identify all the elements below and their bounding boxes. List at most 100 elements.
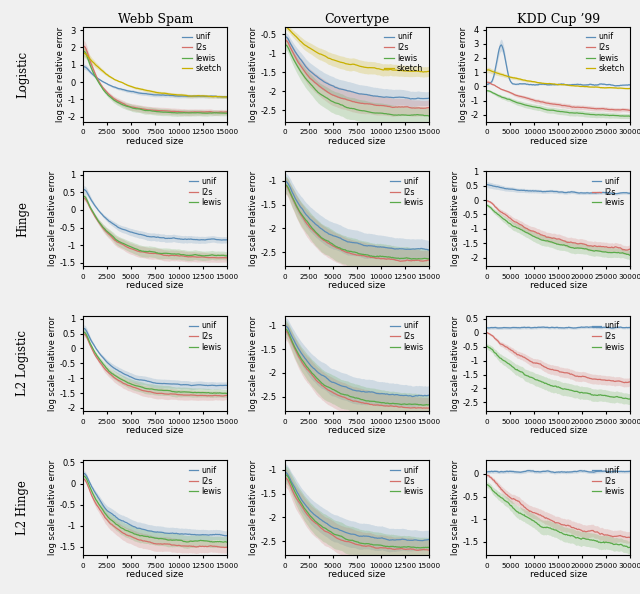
sketch [80, 50, 88, 57]
Title: Webb Spam: Webb Spam [118, 12, 193, 26]
Y-axis label: log scale relative error: log scale relative error [249, 171, 259, 266]
l2s [492, 83, 499, 90]
sketch [282, 23, 289, 30]
Y-axis label: log scale relative error: log scale relative error [451, 460, 460, 555]
unif [483, 181, 491, 188]
Line: l2s: l2s [84, 46, 227, 112]
unif [80, 186, 88, 193]
unif [492, 468, 499, 475]
l2s [627, 246, 634, 253]
Line: lewis: lewis [84, 332, 227, 393]
l2s [620, 106, 627, 113]
unif [80, 470, 88, 477]
l2s [223, 254, 231, 261]
l2s [217, 544, 225, 551]
unif [413, 392, 421, 399]
Legend: unif, l2s, lewis: unif, l2s, lewis [187, 465, 223, 498]
unif [216, 531, 224, 538]
Legend: unif, l2s, lewis: unif, l2s, lewis [187, 320, 223, 353]
Line: unif: unif [84, 67, 227, 97]
lewis [290, 486, 298, 493]
Line: sketch: sketch [487, 70, 630, 89]
l2s [108, 520, 115, 527]
Line: lewis: lewis [84, 52, 227, 113]
unif [509, 186, 517, 193]
l2s [492, 204, 500, 211]
unif [88, 198, 96, 205]
unif [497, 42, 505, 49]
l2s [212, 109, 220, 116]
lewis [86, 202, 93, 209]
l2s [118, 241, 125, 248]
lewis [511, 223, 518, 230]
lewis [627, 251, 634, 258]
lewis [88, 489, 96, 497]
lewis [118, 239, 125, 247]
lewis [203, 110, 211, 117]
unif [419, 392, 426, 399]
Legend: unif, l2s, lewis: unif, l2s, lewis [590, 175, 627, 208]
lewis [319, 93, 327, 100]
lewis [626, 252, 634, 259]
unif [106, 509, 114, 516]
lewis [425, 401, 433, 408]
l2s [620, 247, 628, 254]
l2s [218, 393, 226, 400]
l2s [483, 197, 491, 204]
X-axis label: reduced size: reduced size [328, 137, 385, 146]
Line: unif: unif [487, 327, 630, 328]
unif [425, 247, 433, 254]
unif [413, 245, 420, 252]
lewis [282, 326, 289, 333]
lewis [615, 249, 623, 256]
l2s [627, 378, 634, 385]
l2s [86, 203, 93, 210]
unif [319, 227, 327, 234]
l2s [418, 405, 426, 412]
lewis [483, 202, 491, 209]
l2s [413, 405, 420, 412]
lewis [522, 229, 530, 236]
lewis [211, 538, 219, 545]
Title: KDD Cup ’99: KDD Cup ’99 [517, 12, 600, 26]
Line: lewis: lewis [285, 45, 429, 116]
unif [611, 82, 619, 89]
lewis [308, 369, 316, 377]
sketch [89, 59, 97, 66]
unif [483, 324, 491, 331]
lewis [620, 542, 627, 549]
unif [627, 467, 634, 475]
X-axis label: reduced size: reduced size [530, 570, 587, 579]
unif [211, 93, 219, 100]
l2s [319, 236, 327, 244]
Line: l2s: l2s [285, 331, 429, 408]
lewis [290, 56, 298, 64]
lewis [492, 209, 500, 216]
unif [627, 81, 634, 89]
lewis [80, 48, 88, 55]
unif [551, 469, 559, 476]
unif [287, 331, 295, 338]
lewis [521, 513, 529, 520]
l2s [484, 472, 492, 479]
lewis [492, 489, 499, 497]
sketch [490, 68, 497, 75]
lewis [490, 207, 497, 214]
unif [211, 382, 219, 389]
unif [223, 93, 231, 100]
unif [616, 468, 623, 475]
unif [282, 178, 289, 185]
l2s [220, 544, 228, 551]
unif [216, 236, 224, 244]
lewis [118, 101, 125, 108]
l2s [118, 99, 125, 106]
lewis [425, 112, 433, 119]
Line: lewis: lewis [84, 476, 227, 542]
l2s [80, 476, 88, 483]
l2s [290, 490, 298, 497]
l2s [490, 201, 497, 208]
lewis [489, 487, 497, 494]
sketch [425, 68, 433, 75]
Line: l2s: l2s [285, 478, 429, 550]
lewis [627, 112, 634, 119]
